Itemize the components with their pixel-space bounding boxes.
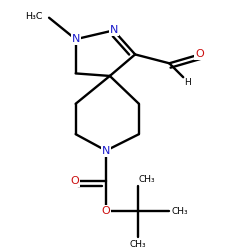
Text: O: O bbox=[70, 176, 79, 186]
Text: CH₃: CH₃ bbox=[129, 240, 146, 249]
Text: CH₃: CH₃ bbox=[171, 207, 188, 216]
Text: N: N bbox=[72, 34, 80, 44]
Text: H₃C: H₃C bbox=[25, 12, 43, 21]
Text: H: H bbox=[184, 78, 191, 88]
Text: N: N bbox=[110, 26, 118, 36]
Text: N: N bbox=[102, 146, 110, 156]
Text: O: O bbox=[195, 50, 204, 59]
Text: CH₃: CH₃ bbox=[139, 174, 156, 184]
Text: O: O bbox=[102, 206, 110, 216]
